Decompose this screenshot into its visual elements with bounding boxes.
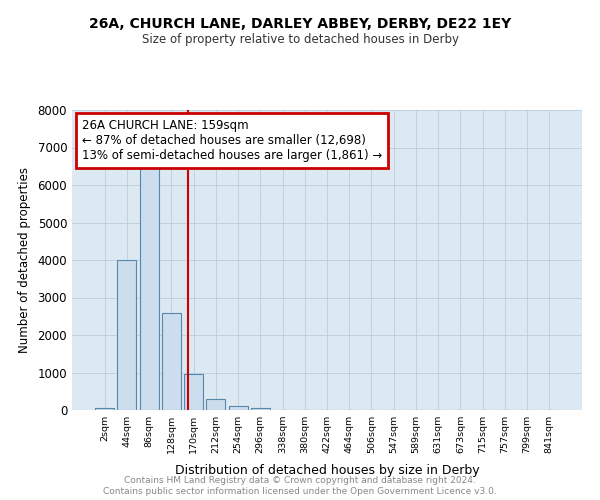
- Bar: [206, 399, 225, 410]
- Bar: [229, 406, 248, 410]
- Bar: [184, 374, 203, 410]
- Text: Contains public sector information licensed under the Open Government Licence v3: Contains public sector information licen…: [103, 488, 497, 496]
- Text: 26A CHURCH LANE: 159sqm
← 87% of detached houses are smaller (12,698)
13% of sem: 26A CHURCH LANE: 159sqm ← 87% of detache…: [82, 119, 382, 162]
- Text: 26A, CHURCH LANE, DARLEY ABBEY, DERBY, DE22 1EY: 26A, CHURCH LANE, DARLEY ABBEY, DERBY, D…: [89, 18, 511, 32]
- Text: Size of property relative to detached houses in Derby: Size of property relative to detached ho…: [142, 32, 458, 46]
- Bar: [140, 162, 158, 410]
- Text: Contains HM Land Registry data © Crown copyright and database right 2024.: Contains HM Land Registry data © Crown c…: [124, 476, 476, 485]
- Bar: [118, 260, 136, 410]
- Y-axis label: Number of detached properties: Number of detached properties: [17, 167, 31, 353]
- Bar: [162, 312, 181, 410]
- Bar: [251, 408, 270, 410]
- Bar: [95, 408, 114, 410]
- X-axis label: Distribution of detached houses by size in Derby: Distribution of detached houses by size …: [175, 464, 479, 477]
